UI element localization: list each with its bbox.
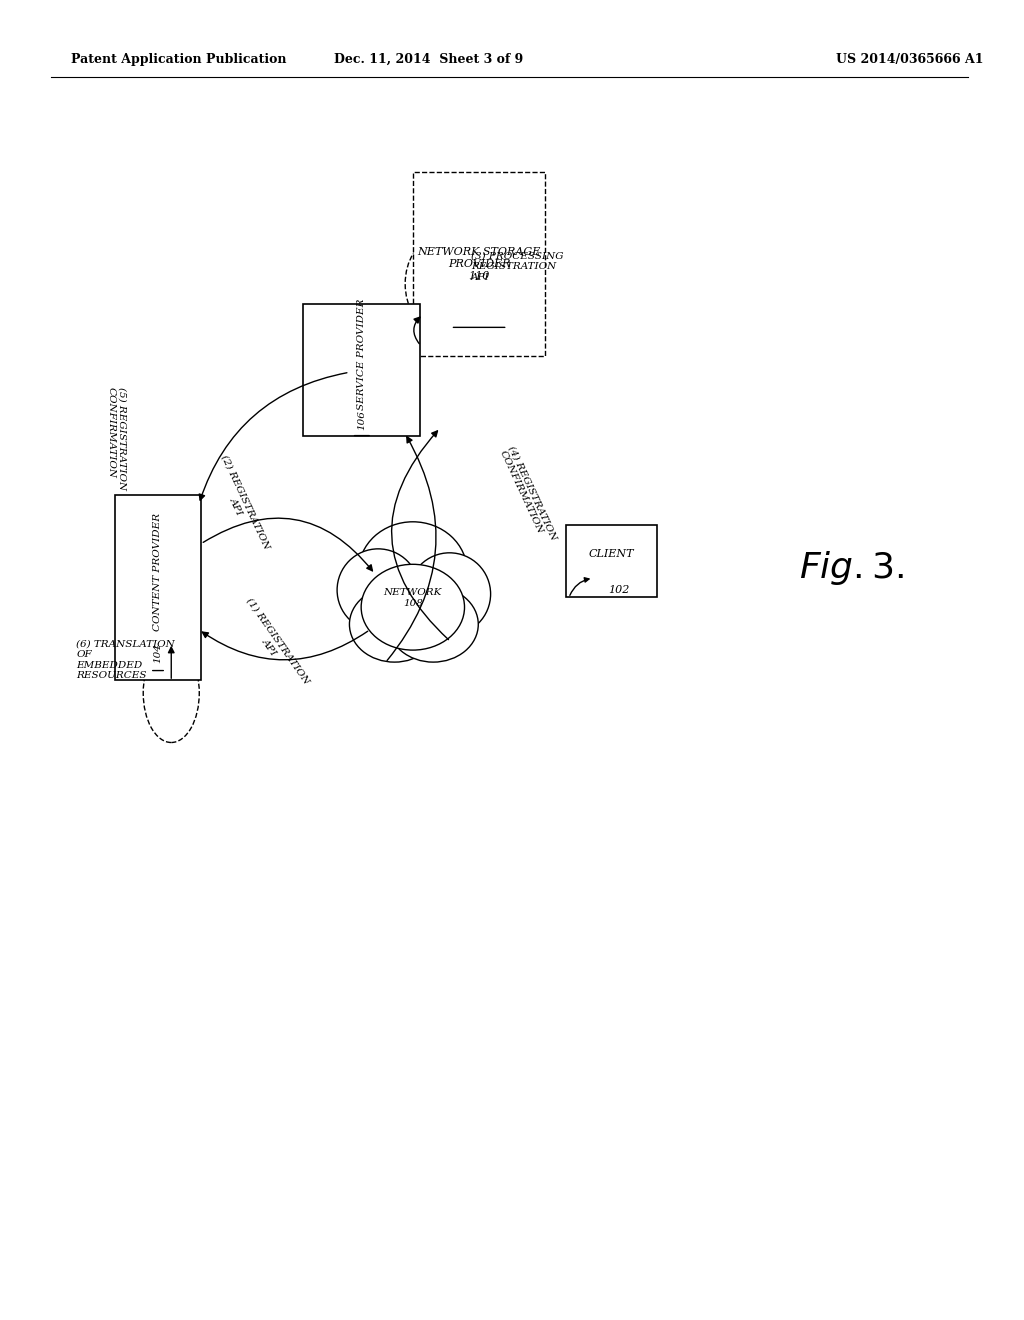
- Text: (2) REGISTRATION
API: (2) REGISTRATION API: [210, 453, 271, 556]
- Ellipse shape: [406, 240, 461, 326]
- Ellipse shape: [143, 644, 200, 742]
- Ellipse shape: [337, 549, 419, 631]
- Text: (3) PROCESSING
REGISTRATION
API: (3) PROCESSING REGISTRATION API: [471, 252, 563, 281]
- Text: 102: 102: [608, 585, 630, 595]
- Text: 104: 104: [154, 643, 163, 664]
- FancyBboxPatch shape: [303, 304, 421, 436]
- Text: (5) REGISTRATION
CONFIRMATION: (5) REGISTRATION CONFIRMATION: [108, 387, 126, 490]
- Text: $\mathit{Fig.3.}$: $\mathit{Fig.3.}$: [799, 549, 903, 586]
- Text: CONTENT PROVIDER: CONTENT PROVIDER: [154, 512, 163, 631]
- Text: CLIENT: CLIENT: [589, 549, 634, 560]
- Text: (4) REGISTRATION
CONFIRMATION: (4) REGISTRATION CONFIRMATION: [498, 444, 559, 546]
- Ellipse shape: [361, 565, 465, 649]
- Text: (6) TRANSLATION
OF
EMBEDDED
RESOURCES: (6) TRANSLATION OF EMBEDDED RESOURCES: [77, 640, 175, 680]
- FancyBboxPatch shape: [565, 524, 657, 597]
- Text: NETWORK
108: NETWORK 108: [384, 589, 442, 607]
- Text: SERVICE PROVIDER: SERVICE PROVIDER: [357, 298, 367, 409]
- Text: (1) REGISTRATION
API: (1) REGISTRATION API: [236, 597, 310, 692]
- Text: Patent Application Publication: Patent Application Publication: [72, 53, 287, 66]
- FancyBboxPatch shape: [413, 172, 546, 356]
- Ellipse shape: [388, 586, 478, 663]
- Ellipse shape: [409, 553, 490, 635]
- Text: US 2014/0365666 A1: US 2014/0365666 A1: [836, 53, 983, 66]
- FancyBboxPatch shape: [115, 495, 202, 680]
- Text: Dec. 11, 2014  Sheet 3 of 9: Dec. 11, 2014 Sheet 3 of 9: [334, 53, 522, 66]
- Text: 106: 106: [357, 409, 367, 430]
- Text: NETWORK STORAGE
PROVIDER
110: NETWORK STORAGE PROVIDER 110: [418, 247, 541, 281]
- Ellipse shape: [358, 521, 467, 622]
- Ellipse shape: [349, 586, 439, 663]
